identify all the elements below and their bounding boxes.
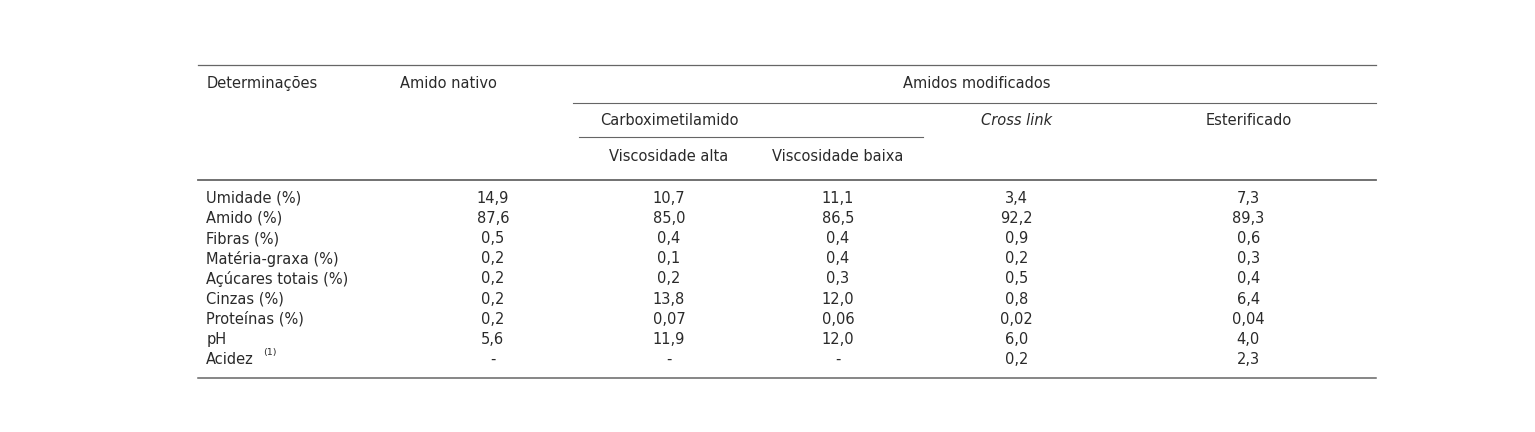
Text: Carboximetilamido: Carboximetilamido (600, 112, 738, 127)
Text: 0,3: 0,3 (826, 271, 849, 286)
Text: 12,0: 12,0 (821, 332, 853, 347)
Text: pH: pH (206, 332, 226, 347)
Text: 3,4: 3,4 (1005, 191, 1028, 206)
Text: 0,6: 0,6 (1237, 231, 1260, 246)
Text: Cross link: Cross link (981, 112, 1051, 127)
Text: 10,7: 10,7 (652, 191, 685, 206)
Text: 89,3: 89,3 (1233, 211, 1265, 226)
Text: 0,4: 0,4 (826, 251, 849, 266)
Text: 5,6: 5,6 (482, 332, 505, 347)
Text: 0,5: 0,5 (482, 231, 505, 246)
Text: Viscosidade baixa: Viscosidade baixa (772, 149, 904, 164)
Text: 0,9: 0,9 (1005, 231, 1028, 246)
Text: Proteínas (%): Proteínas (%) (206, 311, 304, 327)
Text: 0,2: 0,2 (657, 271, 680, 286)
Text: 0,1: 0,1 (657, 251, 680, 266)
Text: Amidos modificados: Amidos modificados (903, 76, 1051, 91)
Text: 7,3: 7,3 (1237, 191, 1260, 206)
Text: 11,9: 11,9 (652, 332, 685, 347)
Text: Acidez: Acidez (206, 352, 253, 367)
Text: 0,5: 0,5 (1005, 271, 1028, 286)
Text: 0,4: 0,4 (826, 231, 849, 246)
Text: 0,02: 0,02 (999, 312, 1033, 327)
Text: 0,2: 0,2 (480, 292, 505, 307)
Text: 0,2: 0,2 (1004, 352, 1028, 367)
Text: Determinações: Determinações (206, 76, 318, 91)
Text: 0,4: 0,4 (657, 231, 680, 246)
Text: 0,8: 0,8 (1005, 292, 1028, 307)
Text: Viscosidade alta: Viscosidade alta (609, 149, 729, 164)
Text: 85,0: 85,0 (652, 211, 685, 226)
Text: 14,9: 14,9 (477, 191, 510, 206)
Text: Esterificado: Esterificado (1205, 112, 1291, 127)
Text: (1): (1) (264, 348, 276, 357)
Text: 13,8: 13,8 (652, 292, 685, 307)
Text: -: - (490, 352, 496, 367)
Text: Cinzas (%): Cinzas (%) (206, 292, 284, 307)
Text: Fibras (%): Fibras (%) (206, 231, 279, 246)
Text: 0,2: 0,2 (480, 312, 505, 327)
Text: 0,2: 0,2 (480, 271, 505, 286)
Text: Amido nativo: Amido nativo (401, 76, 497, 91)
Text: 6,4: 6,4 (1237, 292, 1260, 307)
Text: 4,0: 4,0 (1237, 332, 1260, 347)
Text: 0,2: 0,2 (1004, 251, 1028, 266)
Text: 0,4: 0,4 (1237, 271, 1260, 286)
Text: 86,5: 86,5 (821, 211, 853, 226)
Text: 11,1: 11,1 (821, 191, 853, 206)
Text: Amido (%): Amido (%) (206, 211, 282, 226)
Text: Açúcares totais (%): Açúcares totais (%) (206, 271, 348, 287)
Text: 2,3: 2,3 (1237, 352, 1260, 367)
Text: -: - (666, 352, 672, 367)
Text: Umidade (%): Umidade (%) (206, 191, 301, 206)
Text: 0,06: 0,06 (821, 312, 853, 327)
Text: -: - (835, 352, 841, 367)
Text: 87,6: 87,6 (476, 211, 510, 226)
Text: Matéria-graxa (%): Matéria-graxa (%) (206, 251, 339, 267)
Text: 0,2: 0,2 (480, 251, 505, 266)
Text: 0,04: 0,04 (1233, 312, 1265, 327)
Text: 6,0: 6,0 (1005, 332, 1028, 347)
Text: 92,2: 92,2 (999, 211, 1033, 226)
Text: 0,3: 0,3 (1237, 251, 1260, 266)
Text: 0,07: 0,07 (652, 312, 685, 327)
Text: 12,0: 12,0 (821, 292, 853, 307)
